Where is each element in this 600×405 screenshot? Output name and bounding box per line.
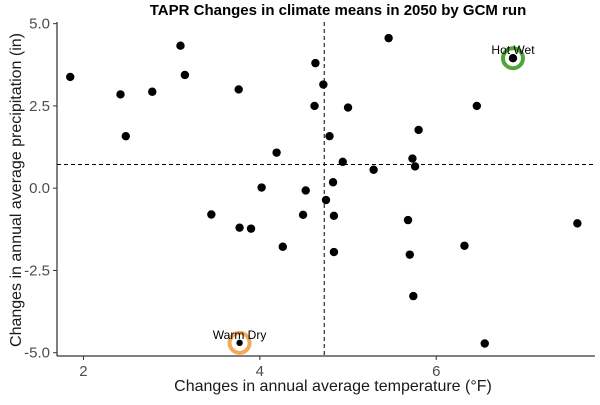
- data-point: [405, 250, 414, 259]
- axes: [56, 22, 595, 357]
- data-point: [329, 211, 339, 221]
- x-axis-title: Changes in annual average temperature (°…: [174, 378, 492, 395]
- data-point: [310, 101, 319, 111]
- data-point: [301, 186, 310, 195]
- data-point: [414, 125, 423, 135]
- x-tick-label: 6: [432, 363, 440, 380]
- data-point: [325, 131, 334, 141]
- data-point: [180, 70, 190, 80]
- y-tick-label: -2.5: [24, 262, 50, 279]
- data-point: [148, 87, 157, 96]
- data-point: [472, 101, 482, 111]
- highlight-point: [236, 339, 243, 347]
- reference-lines: [57, 22, 595, 356]
- highlight-label: Hot Wet: [491, 43, 535, 57]
- highlight-ring: [500, 46, 525, 71]
- data-point: [176, 41, 185, 50]
- data-point: [369, 165, 378, 174]
- data-point: [328, 178, 338, 187]
- highlight-ring: [227, 330, 252, 355]
- data-point: [257, 183, 266, 192]
- data-point: [207, 210, 216, 219]
- data-point: [403, 215, 413, 225]
- data-point: [343, 103, 353, 112]
- data-point: [460, 241, 469, 250]
- data-point: [311, 58, 320, 68]
- data-point: [234, 85, 243, 94]
- data-point: [410, 162, 420, 171]
- highlight-label: Warm Dry: [213, 328, 267, 342]
- data-point: [235, 223, 244, 232]
- data-point: [480, 339, 489, 348]
- y-tick-label: 5.0: [29, 16, 50, 33]
- data-point: [121, 131, 130, 141]
- data-point: [573, 219, 582, 228]
- chart-title: TAPR Changes in climate means in 2050 by…: [150, 2, 527, 19]
- y-tick-label: -5.0: [24, 345, 50, 362]
- data-point: [409, 291, 418, 301]
- y-tick-label: 0.0: [29, 180, 50, 197]
- data-point: [246, 224, 256, 233]
- data-points: [66, 33, 582, 348]
- data-point: [298, 210, 308, 220]
- data-point: [319, 80, 328, 89]
- y-axis-title: Changes in annual average precipitation …: [8, 33, 25, 347]
- data-point: [338, 157, 347, 167]
- data-point: [116, 90, 125, 99]
- ticks: 2 4 6 -5.0 -2.5 0.0 2.5 5.0: [24, 16, 440, 380]
- data-point: [321, 195, 331, 205]
- y-tick-label: 2.5: [29, 98, 50, 115]
- highlight-annotations: Hot Wet Warm Dry: [213, 43, 535, 355]
- data-point: [66, 72, 75, 82]
- data-point: [384, 33, 393, 43]
- data-point: [272, 148, 281, 157]
- x-tick-label: 4: [256, 363, 264, 380]
- highlight-point: [509, 54, 517, 62]
- data-point: [278, 242, 287, 251]
- x-tick-label: 2: [79, 363, 87, 380]
- data-point: [408, 154, 417, 163]
- data-point: [329, 247, 339, 257]
